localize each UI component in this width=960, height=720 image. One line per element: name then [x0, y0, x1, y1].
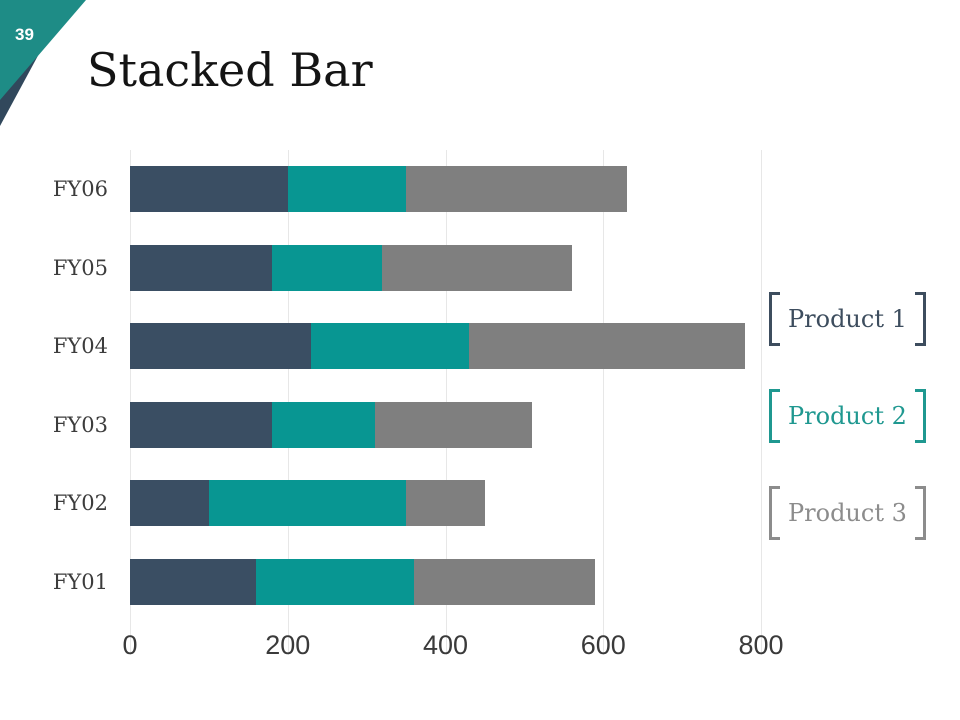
- legend-item-product-1: Product 1: [769, 292, 926, 346]
- bar-segment-product-1: [130, 401, 272, 448]
- legend-bracket-right: [914, 486, 926, 540]
- legend-bracket-right: [914, 389, 926, 443]
- x-tick-label-800: 800: [738, 630, 784, 660]
- stacked-bar-fy01: [130, 558, 596, 605]
- bar-row-fy02: FY02: [53, 464, 761, 543]
- bar-segment-product-1: [130, 323, 312, 370]
- legend-bracket-left: [769, 486, 780, 540]
- bar-row-fy05: FY05: [53, 229, 761, 308]
- bar-segment-product-2: [208, 480, 407, 527]
- stacked-bar-chart: FY06 FY05 FY04 FY03 FY02 FY01 0 200 400 600 800: [53, 150, 784, 660]
- bar-segment-product-1: [130, 558, 257, 605]
- legend-item-product-2: Product 2: [769, 389, 926, 443]
- bar-segment-product-3: [382, 244, 572, 291]
- bar-row-fy03: FY03: [53, 386, 761, 465]
- bar-segment-product-1: [130, 166, 288, 213]
- category-label-fy06: FY06: [52, 177, 108, 202]
- bar-segment-product-2: [256, 558, 414, 605]
- category-label-fy03: FY03: [52, 412, 108, 437]
- bar-segment-product-1: [130, 244, 272, 291]
- legend-bracket-left: [769, 389, 780, 443]
- bar-segment-product-3: [374, 401, 533, 448]
- legend-bracket-right: [914, 292, 926, 346]
- bar-segment-product-2: [311, 323, 470, 370]
- bar-segment-product-2: [271, 401, 375, 448]
- corner-teal-triangle: [0, 0, 86, 100]
- x-tick-label-600: 600: [580, 630, 626, 660]
- bar-segment-product-3: [406, 480, 485, 527]
- slide-title: Stacked Bar: [87, 42, 373, 97]
- stacked-bar-fy03: [130, 401, 533, 448]
- page-number: 39: [15, 25, 34, 44]
- bar-segment-product-2: [287, 166, 407, 213]
- x-tick-label-400: 400: [422, 630, 469, 660]
- category-label-fy05: FY05: [52, 255, 108, 280]
- gridline-800: [761, 150, 762, 655]
- stacked-bar-fy02: [130, 480, 485, 527]
- bar-row-fy06: FY06: [53, 150, 761, 229]
- x-tick-label-200: 200: [265, 630, 311, 660]
- chart-legend: Product 1 Product 2 Product 3: [769, 292, 926, 540]
- bar-row-fy01: FY01: [53, 543, 761, 622]
- legend-item-product-3: Product 3: [769, 486, 926, 540]
- bar-segment-product-3: [413, 558, 596, 605]
- legend-label: Product 3: [788, 499, 907, 527]
- legend-label: Product 1: [788, 305, 907, 333]
- stacked-bar-fy05: [130, 244, 572, 291]
- bar-segment-product-2: [271, 244, 383, 291]
- bar-row-fy04: FY04: [53, 307, 761, 386]
- category-label-fy02: FY02: [52, 491, 108, 516]
- corner-decoration: [0, 0, 86, 126]
- legend-label: Product 2: [788, 402, 907, 430]
- gridline-600: [603, 150, 605, 655]
- legend-bracket-left: [769, 292, 780, 346]
- stacked-bar-fy04: [130, 323, 746, 370]
- category-label-fy04: FY04: [52, 334, 108, 359]
- bar-segment-product-3: [469, 323, 746, 370]
- category-label-fy01: FY01: [52, 569, 108, 594]
- bar-segment-product-1: [130, 480, 209, 527]
- stacked-bar-fy06: [130, 166, 627, 213]
- bar-segment-product-3: [406, 166, 627, 213]
- x-tick-label-0: 0: [122, 630, 138, 660]
- bar-rows: FY06 FY05 FY04 FY03 FY02 FY01: [53, 150, 761, 622]
